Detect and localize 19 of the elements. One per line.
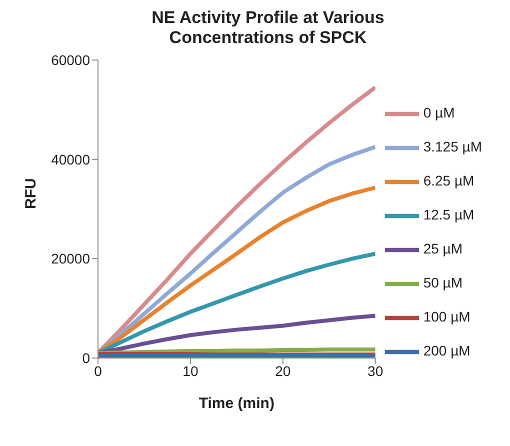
legend-label: 3.125 µM <box>423 138 482 155</box>
y-tick-label: 60000 <box>51 52 90 68</box>
legend-label: 6.25 µM <box>423 172 474 189</box>
chart-title: NE Activity Profile at Various Concentrations of SPCK <box>150 8 386 48</box>
y-tick-label: 20000 <box>51 250 90 267</box>
y-tick-label: 40000 <box>51 151 90 168</box>
legend-label: 25 µM <box>423 240 463 257</box>
x-tick-label: 10 <box>182 362 198 379</box>
x-tick-label: 0 <box>94 362 102 379</box>
x-axis-title: Time (min) <box>198 395 274 412</box>
y-tick-label: 0 <box>82 350 90 366</box>
y-axis-title: RFU <box>22 178 40 209</box>
legend-label: 0 µM <box>423 104 455 121</box>
legend-label: 200 µM <box>423 342 470 359</box>
legend-label: 100 µM <box>423 308 470 325</box>
legend-label: 12.5 µM <box>423 206 474 223</box>
x-tick-label: 30 <box>368 362 384 379</box>
legend-label: 50 µM <box>423 274 463 291</box>
x-tick-label: 20 <box>275 362 291 379</box>
